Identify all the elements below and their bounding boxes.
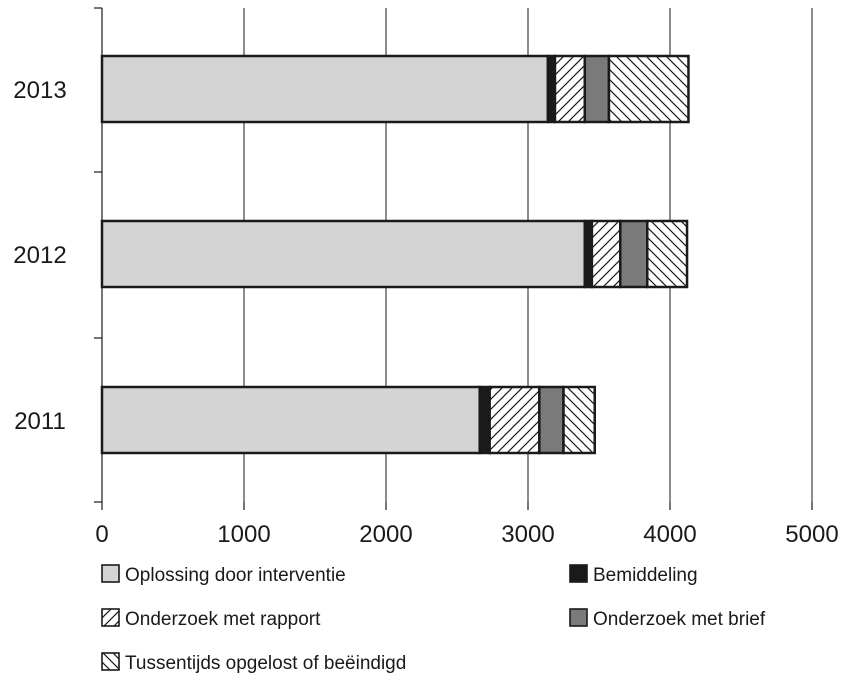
bar-segment-2012-3 <box>590 219 622 289</box>
bar-segment-2013-3 <box>553 54 587 124</box>
bar-segment-2013-5 <box>607 54 690 124</box>
bar-segment-2013-4 <box>583 54 611 124</box>
legend-item-2: Bemiddeling <box>569 564 698 586</box>
bar-group-2011 <box>100 385 596 455</box>
x-tick-label-5000: 5000 <box>785 521 838 548</box>
category-label-2011: 2011 <box>14 408 66 435</box>
legend-swatch-2 <box>569 564 588 583</box>
legend-label-1: Oplossing door interventie <box>125 565 346 586</box>
legend-swatch-3 <box>101 608 120 627</box>
bar-segment-2011-1 <box>100 385 481 455</box>
bar-segment-2011-3 <box>488 385 541 455</box>
x-tick-label-0: 0 <box>95 521 108 548</box>
bar-segment-2011-2 <box>478 385 491 455</box>
legend-label-4: Onderzoek met brief <box>593 609 766 630</box>
legend-swatch-5 <box>101 652 120 671</box>
legend-item-5: Tussentijds opgelost of beëindigd <box>101 652 406 674</box>
x-tick-label-4000: 4000 <box>643 521 696 548</box>
bars <box>100 54 690 455</box>
legend-label-3: Onderzoek met rapport <box>125 609 321 630</box>
legend-label-5: Tussentijds opgelost of beëindigd <box>125 653 406 674</box>
bar-segment-2011-5 <box>562 385 596 455</box>
bar-segment-2013-1 <box>100 54 550 124</box>
bar-segment-2012-4 <box>619 219 649 289</box>
x-tick-label-3000: 3000 <box>501 521 554 548</box>
legend: Oplossing door interventie Bemiddeling Ond… <box>101 564 766 674</box>
bar-segment-2011-4 <box>538 385 565 455</box>
x-tick-label-1000: 1000 <box>217 521 270 548</box>
bar-group-2012 <box>100 219 689 289</box>
x-tick-label-2000: 2000 <box>359 521 412 548</box>
bar-segment-2012-1 <box>100 219 587 289</box>
axes: 2013 2012 2011 0 1000 2000 3000 4000 5000 <box>13 7 839 548</box>
legend-swatch-1 <box>101 564 120 583</box>
legend-item-3: Onderzoek met rapport <box>101 608 321 630</box>
bar-group-2013 <box>100 54 690 124</box>
legend-label-2: Bemiddeling <box>593 565 698 586</box>
legend-item-1: Oplossing door interventie <box>101 564 346 586</box>
category-label-2012: 2012 <box>13 242 66 269</box>
legend-item-4: Onderzoek met brief <box>569 608 766 630</box>
category-label-2013: 2013 <box>13 77 66 104</box>
bar-segment-2012-5 <box>646 219 689 289</box>
legend-swatch-4 <box>569 608 588 627</box>
